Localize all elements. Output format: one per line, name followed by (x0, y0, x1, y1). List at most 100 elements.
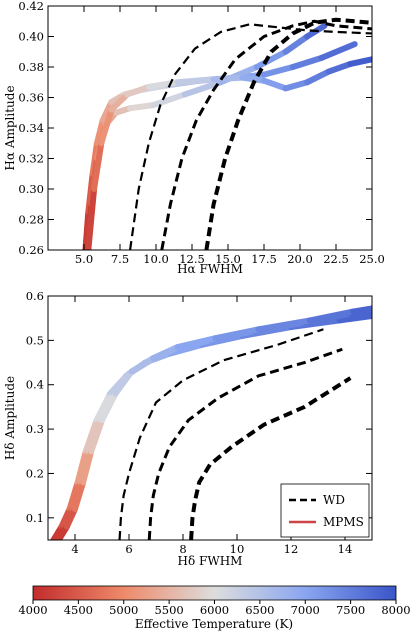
hdelta-mpms-track-3-segment (88, 417, 105, 455)
halpha-ytick-label: 0.40 (18, 30, 44, 44)
halpha-mpms-track-3-segment (347, 56, 372, 67)
hdelta-ytick-label: 0.1 (26, 511, 44, 525)
colorbar-tick-label: 7500 (336, 603, 365, 617)
halpha-ytick-label: 0.36 (18, 91, 44, 105)
halpha-mpms-track-3-segment (282, 79, 311, 92)
halpha-mpms-track-1-segment (289, 54, 325, 70)
hdelta-wd-tracks (118, 328, 352, 540)
colorbar-tick-label: 7000 (291, 603, 320, 617)
hdelta-ticks: 4 6 8 10 12 14 0.1 0.2 0.3 0.4 0.5 0.6 (26, 289, 372, 556)
hdelta-mpms-track-3-segment (350, 305, 372, 315)
hdelta-mpms-track-3-segment (63, 505, 78, 530)
hdelta-mpms-tracks (50, 305, 372, 540)
hdelta-xtick-label: 6 (125, 542, 132, 556)
hdelta-ytick-label: 0.6 (26, 289, 44, 303)
hdelta-frame (47, 295, 373, 541)
halpha-mpms-track-3-segment (304, 68, 332, 86)
halpha-mpms-track-1-segment (99, 99, 115, 124)
hdelta-xtick-label: 4 (71, 542, 78, 556)
colorbar-tick-label: 5500 (154, 603, 183, 617)
halpha-mpms-track-2-segment (282, 33, 311, 55)
hdelta-ylabel: Hδ Amplitude (3, 376, 17, 460)
colorbar-tick-label: 6000 (200, 603, 229, 617)
halpha-xtick-label: 17.5 (251, 252, 277, 266)
hdelta-panel: 4 6 8 10 12 14 0.1 0.2 0.3 0.4 0.5 0.6 Hδ FWHM Hδ A… (3, 289, 373, 568)
halpha-ytick-label: 0.42 (18, 0, 44, 13)
hdelta-ytick-label: 0.4 (26, 378, 44, 392)
hdelta-mpms-track-3-segment (112, 368, 135, 397)
halpha-ytick-label: 0.32 (18, 152, 44, 166)
halpha-xtick-label: 7.5 (111, 252, 129, 266)
colorbar: 4000 4500 5000 5500 6000 6500 7000 7500 8000 Eff… (18, 585, 411, 631)
legend-mpms-label: MPMS (323, 515, 364, 529)
halpha-xtick-label: 10.0 (143, 252, 169, 266)
halpha-wd-track-3 (204, 17, 372, 250)
halpha-ytick-label: 0.30 (18, 182, 44, 196)
legend-wd-label: WD (323, 493, 345, 507)
hdelta-xtick-label: 12 (284, 542, 299, 556)
legend-box (280, 483, 370, 538)
halpha-mpms-track-3-segment (98, 106, 115, 147)
hdelta-xlabel: Hδ FWHM (178, 554, 243, 568)
halpha-mpms-track-1-segment (93, 117, 106, 147)
halpha-panel: 5.0 7.5 10.0 12.5 15.0 17.5 20.0 22.5 25.0 0.26 0.… (3, 0, 385, 276)
halpha-mpms-track-3-segment (124, 83, 152, 98)
halpha-wd-track-1 (128, 23, 372, 250)
colorbar-tick-label: 4000 (18, 603, 47, 617)
halpha-mpms-track-1-segment (318, 41, 358, 61)
halpha-mpms-track-3-segment (239, 74, 267, 84)
colorbar-label: Effective Temperature (K) (135, 617, 293, 631)
halpha-mpms-track-3-segment (261, 77, 289, 92)
hdelta-wd-track-2 (147, 347, 343, 540)
halpha-ylabel: Hα Amplitude (3, 85, 17, 170)
hdelta-mpms-track-3-segment (80, 448, 95, 486)
hdelta-wd-track-1 (118, 328, 324, 540)
colorbar-tick-label: 8000 (381, 603, 410, 617)
halpha-ytick-label: 0.34 (18, 121, 44, 135)
halpha-mpms-track-2-segment (253, 48, 289, 70)
colorbar-tick-label: 6500 (245, 603, 274, 617)
hdelta-xtick-label: 10 (230, 542, 245, 556)
halpha-xtick-label: 20.0 (287, 252, 313, 266)
halpha-xtick-label: 22.5 (323, 252, 349, 266)
halpha-mpms-track-2-segment (127, 102, 157, 112)
hdelta-mpms-track-3-segment (174, 335, 219, 351)
hdelta-mpms-track-3-segment (150, 344, 181, 362)
halpha-mpms-track-3-segment (210, 74, 246, 83)
hdelta-ytick-label: 0.5 (26, 333, 44, 347)
halpha-mpms-tracks (82, 22, 372, 250)
halpha-mpms-track-3-segment (145, 79, 181, 90)
halpha-wd-tracks (128, 17, 372, 250)
hdelta-mpms-track-3-segment (255, 317, 313, 333)
halpha-mpms-track-2-segment (150, 91, 188, 109)
halpha-wd-track-2 (160, 19, 372, 250)
hdelta-xtick-label: 8 (179, 542, 186, 556)
halpha-ytick-label: 0.26 (18, 243, 44, 257)
hdelta-wd-track-3 (189, 376, 352, 540)
hdelta-mpms-track-1-segment (336, 312, 372, 324)
hdelta-mpms-track-3-segment (212, 326, 262, 342)
halpha-xtick-label: 15.0 (215, 252, 241, 266)
hdelta-xtick-label: 14 (338, 542, 353, 556)
halpha-ticks: 5.0 7.5 10.0 12.5 15.0 17.5 20.0 22.5 25.0 0.26 0.… (18, 0, 384, 266)
halpha-mpms-track-1-segment (261, 64, 296, 78)
halpha-ytick-label: 0.38 (18, 60, 44, 74)
hdelta-mpms-track-3-segment (306, 308, 357, 324)
halpha-plot-area (48, 6, 372, 250)
halpha-xlabel: Hα FWHM (177, 262, 243, 276)
halpha-xtick-label: 25.0 (359, 252, 385, 266)
hdelta-mpms-track-3-segment (72, 479, 87, 512)
hdelta-ytick-label: 0.3 (26, 422, 44, 436)
hdelta-mpms-track-3-segment (99, 390, 119, 424)
hdelta-ytick-label: 0.2 (26, 466, 44, 480)
colorbar-tick-label: 4500 (64, 603, 93, 617)
colorbar-tick-label: 5000 (109, 603, 138, 617)
halpha-mpms-track-3-segment (174, 76, 217, 86)
halpha-ytick-label: 0.28 (18, 213, 44, 227)
hdelta-mpms-track-3-segment (128, 355, 157, 375)
halpha-mpms-track-3-segment (108, 91, 131, 113)
halpha-xtick-label: 5.0 (75, 252, 93, 266)
halpha-mpms-track-3-segment (91, 140, 105, 192)
halpha-xtick-label: 12.5 (179, 252, 205, 266)
